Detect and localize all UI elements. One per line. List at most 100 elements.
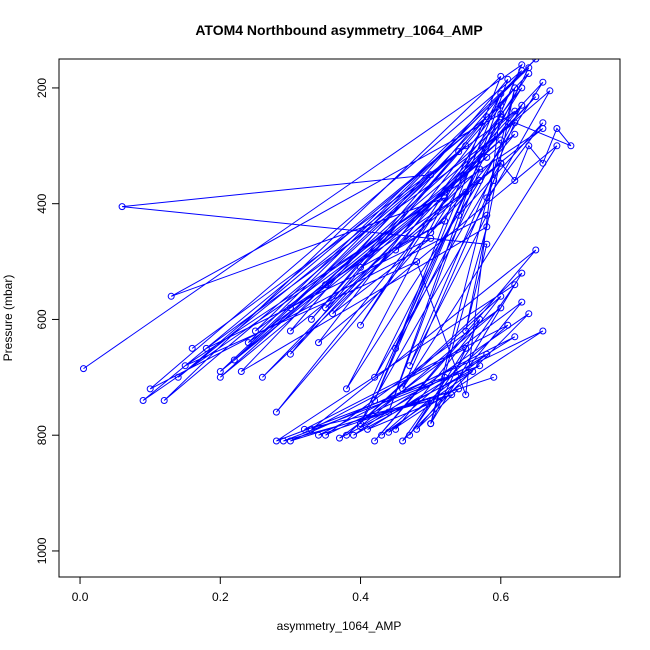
data-point — [272, 408, 280, 416]
data-point — [80, 365, 87, 373]
data-point — [504, 75, 512, 83]
data-point — [525, 142, 533, 150]
data-point — [350, 431, 357, 439]
data-point — [553, 142, 561, 150]
data-point — [455, 148, 463, 156]
data-point — [371, 437, 379, 445]
data-point — [406, 362, 414, 370]
x-tick-label: 0.2 — [212, 590, 229, 604]
data-point — [497, 136, 505, 144]
data-point — [441, 217, 449, 225]
series-line-3 — [191, 59, 572, 378]
data-point — [286, 304, 294, 312]
data-point — [462, 344, 470, 352]
data-point — [378, 431, 386, 439]
data-point — [476, 315, 484, 323]
data-point — [525, 310, 533, 318]
data-point — [497, 101, 505, 109]
data-point — [413, 258, 421, 266]
data-point — [427, 420, 435, 428]
data-point — [357, 263, 364, 271]
data-point — [518, 269, 526, 277]
data-point — [392, 344, 400, 352]
data-point — [230, 356, 238, 364]
data-point — [525, 70, 533, 77]
data-point — [483, 113, 491, 121]
data-point — [483, 194, 491, 202]
data-point — [315, 339, 322, 347]
data-point — [427, 397, 435, 404]
data-point — [511, 119, 519, 127]
x-axis-title: asymmetry_1064_AMP — [277, 619, 402, 633]
data-point — [539, 119, 547, 127]
data-point — [286, 350, 294, 358]
data-point — [392, 425, 400, 433]
data-point — [483, 153, 491, 161]
data-point — [497, 292, 505, 300]
data-point — [462, 391, 470, 399]
data-point — [469, 368, 477, 375]
x-tick-label: 0.0 — [72, 590, 89, 604]
data-point — [399, 437, 407, 445]
series-line-2 — [276, 249, 544, 442]
data-point — [511, 84, 519, 92]
data-point — [300, 425, 308, 433]
data-point — [343, 431, 350, 439]
y-tick-label: 1000 — [35, 537, 49, 564]
data-point — [483, 211, 491, 219]
data-point — [455, 211, 463, 219]
data-point — [476, 165, 484, 173]
y-axis-title: Pressure (mbar) — [1, 275, 15, 362]
data-point — [286, 437, 294, 445]
data-point — [329, 310, 336, 318]
data-point — [455, 385, 463, 393]
data-point — [518, 101, 526, 109]
data-point — [237, 368, 245, 375]
data-point — [497, 113, 505, 121]
x-tick-label: 0.6 — [492, 590, 509, 604]
data-point — [483, 223, 491, 231]
plot-frame — [58, 58, 621, 578]
data-point — [202, 344, 210, 352]
data-point — [322, 281, 329, 289]
y-tick-label: 400 — [35, 193, 49, 213]
data-point — [539, 159, 547, 167]
data-point — [167, 292, 175, 300]
data-point — [181, 362, 189, 370]
data-point — [539, 78, 547, 86]
data-point — [118, 203, 126, 211]
data-point — [406, 431, 414, 439]
data-point — [216, 373, 224, 381]
data-point — [497, 72, 505, 80]
data-point — [307, 315, 315, 323]
data-point — [371, 373, 379, 381]
data-point — [518, 84, 526, 92]
data-point — [286, 327, 294, 335]
data-point — [483, 350, 491, 358]
data-point — [160, 397, 168, 404]
data-point — [146, 385, 154, 393]
data-point — [511, 130, 519, 138]
data-point — [539, 327, 547, 335]
data-point — [532, 59, 540, 63]
data-point — [315, 431, 322, 439]
data-point — [448, 391, 456, 399]
data-point — [511, 177, 519, 184]
data-point — [244, 339, 252, 347]
data-point — [490, 373, 498, 381]
data-point — [462, 142, 470, 150]
data-point — [279, 437, 287, 445]
data-point — [497, 159, 505, 167]
data-point — [441, 373, 449, 381]
data-point — [476, 362, 484, 370]
data-point — [567, 142, 575, 150]
y-tick-label: 800 — [35, 425, 49, 445]
data-point — [357, 423, 364, 430]
chart-title: ATOM4 Northbound asymmetry_1064_AMP — [195, 22, 482, 38]
data-point — [518, 298, 526, 306]
data-point — [511, 281, 519, 289]
data-point — [174, 373, 182, 381]
data-point — [385, 428, 393, 436]
x-axis: 0.0 0.2 0.4 0.6 — [72, 576, 509, 604]
data-point — [322, 304, 329, 312]
